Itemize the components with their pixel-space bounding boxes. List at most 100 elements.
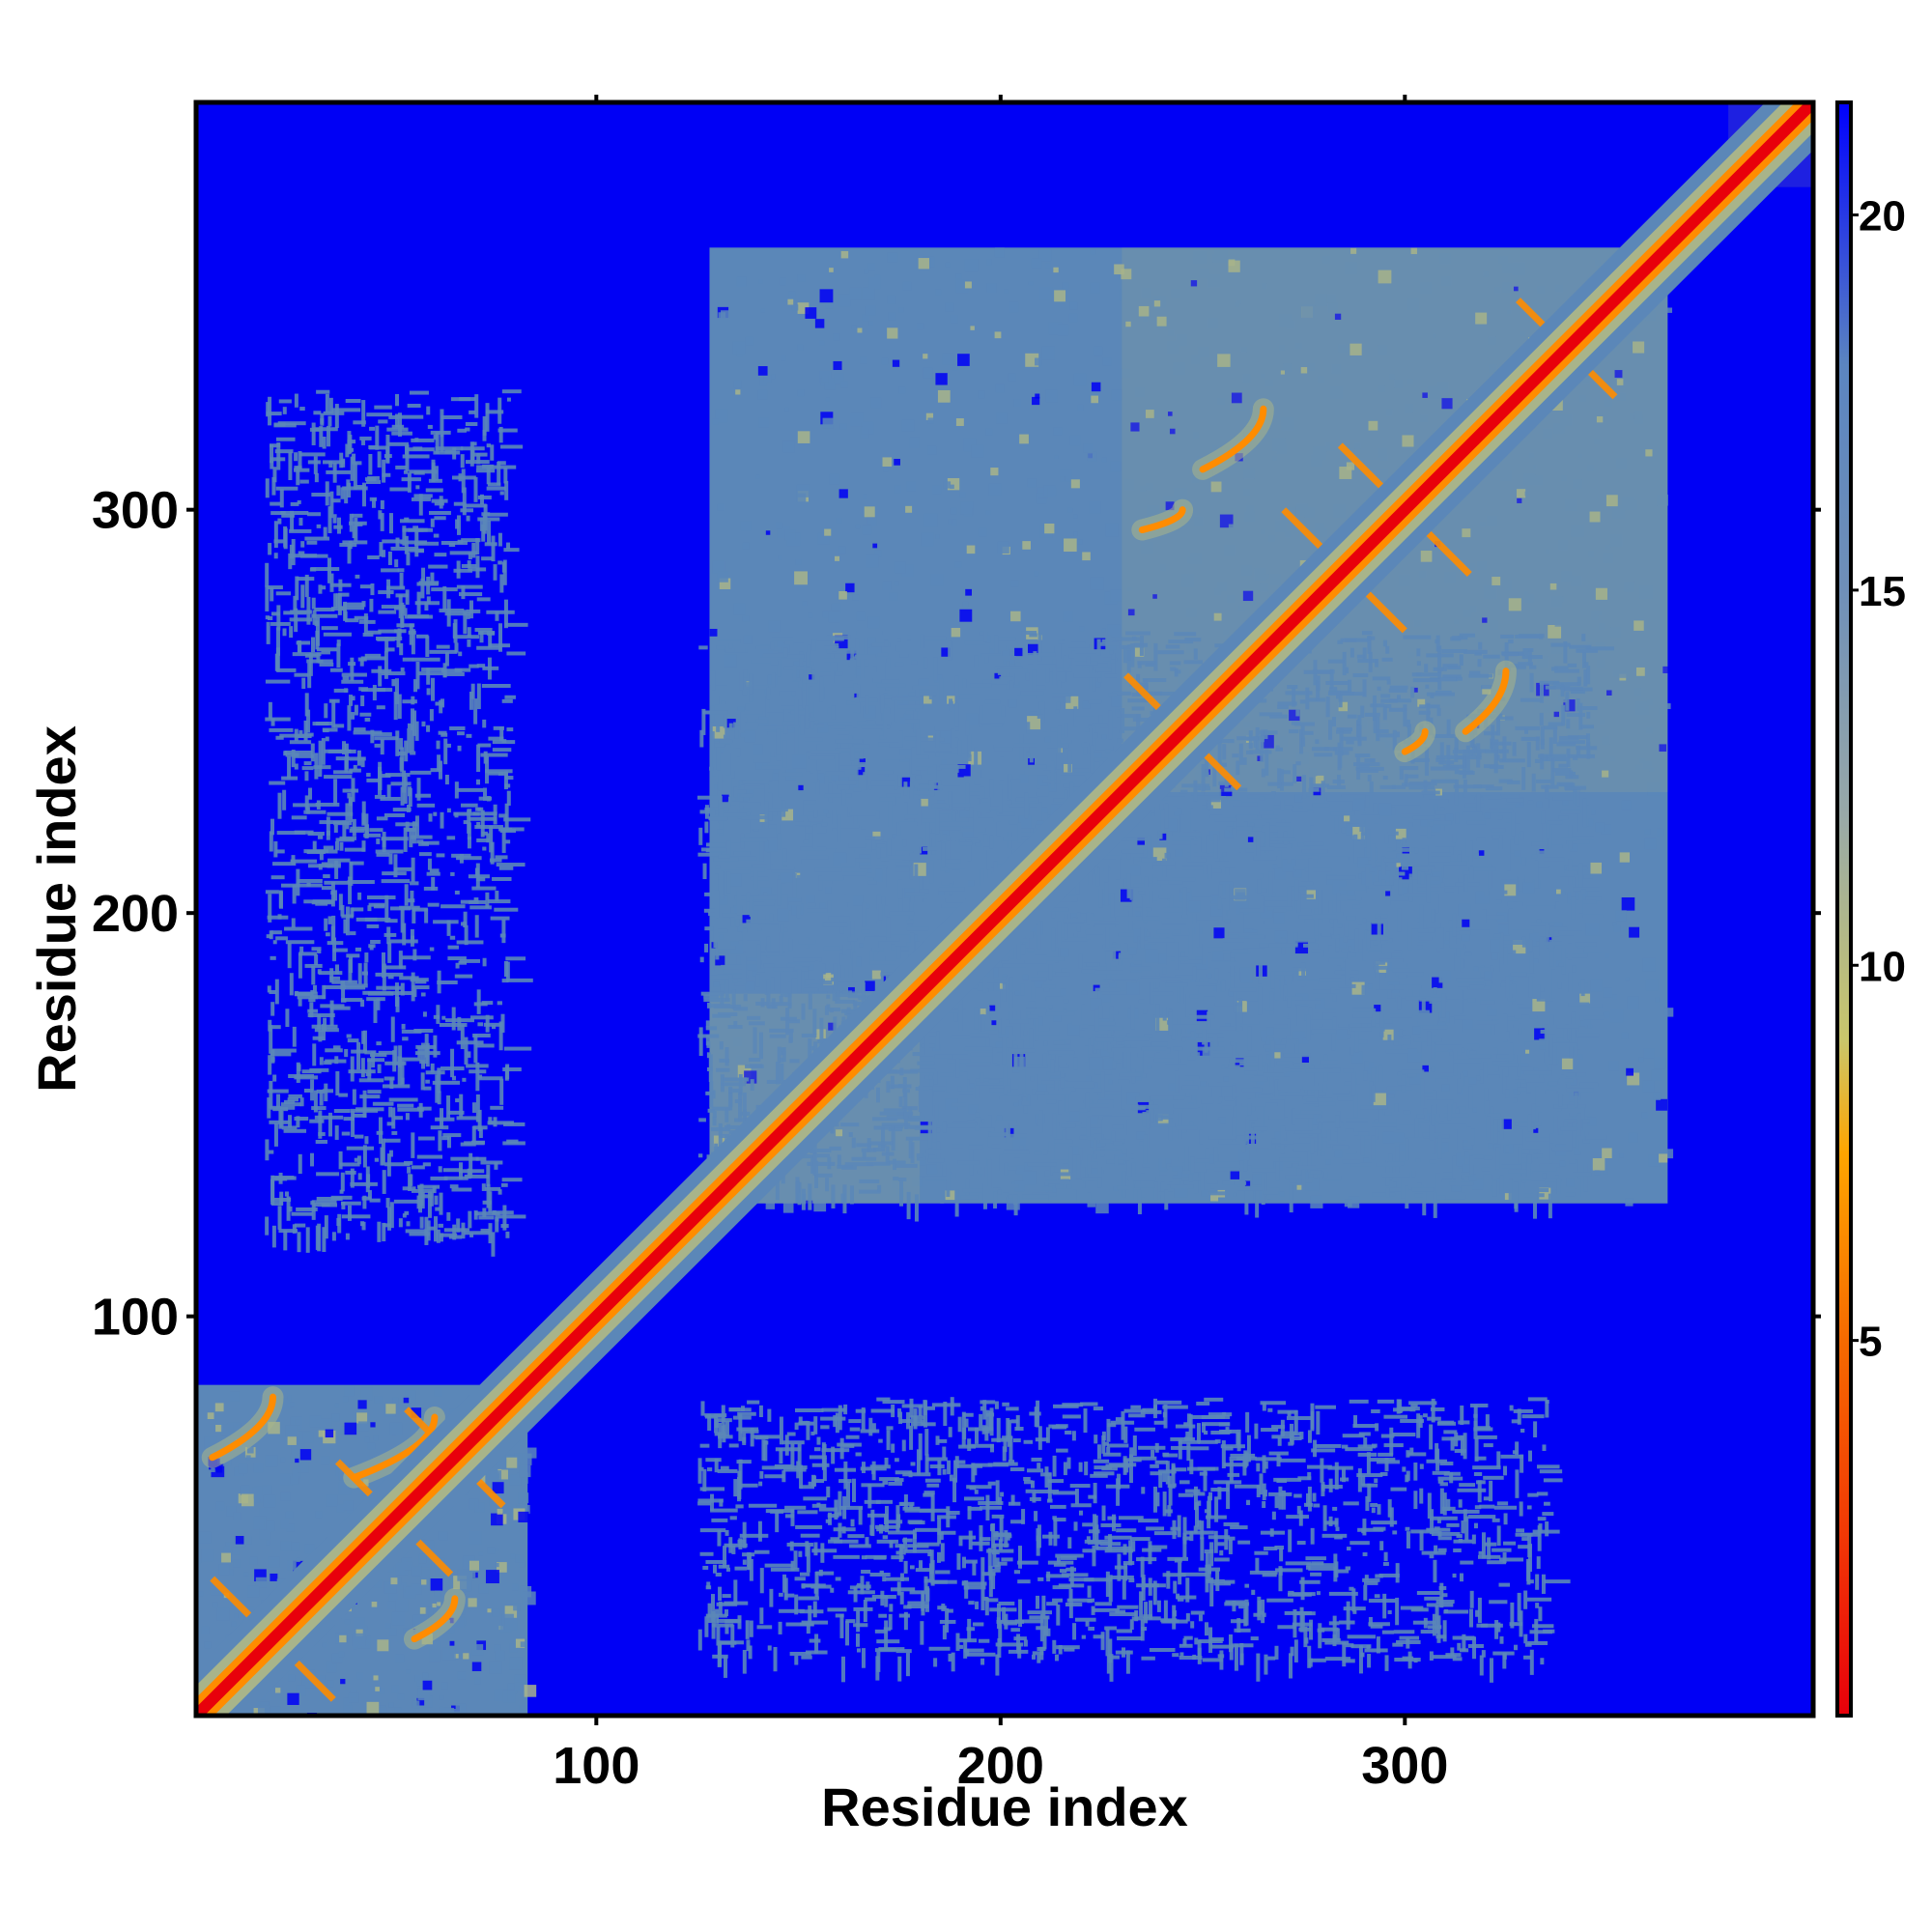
block-cell [831,773,839,781]
block-cell [1596,659,1605,668]
block-cell [732,341,746,355]
offdiag-contact [779,691,794,696]
block-cell [1284,531,1291,538]
offdiag-contact [347,440,356,444]
offdiag-contact [386,427,409,432]
offdiag-contact [271,1197,292,1202]
block-cell [883,468,889,472]
block-cell [377,1639,389,1652]
offdiag-contact [297,1064,301,1072]
offdiag-contact [342,676,350,681]
offdiag-contact [333,724,345,728]
offdiag-contact [497,532,502,547]
block-cell [514,1453,523,1462]
offdiag-contact [1086,1103,1110,1108]
offdiag-contact [1583,668,1588,687]
block-cell [464,1571,474,1581]
offdiag-contact [317,1014,322,1030]
block-cell [1648,1154,1661,1167]
offdiag-contact [506,651,526,656]
block-cell [1223,1076,1229,1082]
block-cell [225,1542,234,1549]
offdiag-contact [716,746,721,771]
offdiag-contact [380,796,401,801]
offdiag-contact [1170,667,1177,671]
block-cell [389,1422,403,1435]
offdiag-contact [719,1041,724,1050]
offdiag-contact [265,478,270,498]
offdiag-contact [376,838,381,844]
block-cell [320,1418,332,1431]
block-cell [1189,552,1203,564]
block-cell [1326,874,1337,885]
block-cell [917,783,929,796]
offdiag-contact [467,627,471,638]
offdiag-contact [276,831,306,836]
block-cell [814,1007,825,1016]
block-cell [394,1707,402,1715]
block-cell [950,314,958,324]
offdiag-contact [1331,934,1340,939]
offdiag-contact [454,974,473,979]
offdiag-contact [385,1198,390,1208]
offdiag-contact [480,753,508,757]
offdiag-contact [367,1090,382,1094]
block-cell [1191,475,1200,483]
block-cell [712,418,719,425]
block-cell [286,1560,297,1571]
offdiag-contact [1381,657,1393,662]
offdiag-contact [764,898,776,903]
offdiag-contact [1035,1018,1039,1041]
block-cell [1108,1079,1113,1085]
block-cell [970,1083,975,1089]
offdiag-contact [1264,896,1294,901]
offdiag-contact [1019,1039,1024,1068]
offdiag-contact [877,1143,887,1148]
offdiag-contact [1256,836,1261,860]
offdiag-contact [1280,1125,1285,1154]
offdiag-contact [345,906,350,936]
offdiag-contact [315,630,320,650]
offdiag-contact [319,426,324,447]
block-cell [240,1485,250,1495]
offdiag-contact [1031,931,1036,936]
block-cell [989,1005,996,1011]
block-cell [1335,711,1343,720]
offdiag-contact [289,626,294,639]
offdiag-contact [1524,728,1529,734]
offdiag-contact [1224,1063,1229,1068]
offdiag-contact [318,740,323,767]
offdiag-contact [1502,1068,1507,1094]
offdiag-contact [1256,1102,1278,1107]
offdiag-contact [833,663,838,671]
offdiag-contact [1009,1026,1013,1048]
offdiag-contact [327,811,354,816]
offdiag-contact [384,637,389,653]
block-cell [1462,1019,1473,1032]
block-cell [1181,1172,1191,1181]
offdiag-contact [1406,774,1419,779]
offdiag-contact [977,986,985,991]
offdiag-contact [288,1094,302,1098]
block-cell [867,616,880,629]
offdiag-contact [1286,1018,1291,1044]
offdiag-contact [1586,1003,1603,1008]
offdiag-contact [1021,836,1030,840]
offdiag-contact [318,765,323,778]
offdiag-contact [294,763,298,770]
block-cell [1545,549,1550,554]
offdiag-contact [1463,779,1467,798]
block-cell [1252,929,1258,935]
offdiag-contact [412,988,417,998]
offdiag-contact [1295,709,1300,717]
offdiag-contact [724,1107,729,1122]
offdiag-contact [1270,971,1275,989]
offdiag-contact [1033,685,1046,690]
offdiag-contact [1072,1189,1077,1202]
block-cell [1261,1036,1267,1042]
block-cell [1548,624,1562,639]
block-cell [295,1419,301,1426]
offdiag-contact [366,773,371,778]
block-cell [1272,455,1277,461]
block-cell [1309,768,1318,777]
